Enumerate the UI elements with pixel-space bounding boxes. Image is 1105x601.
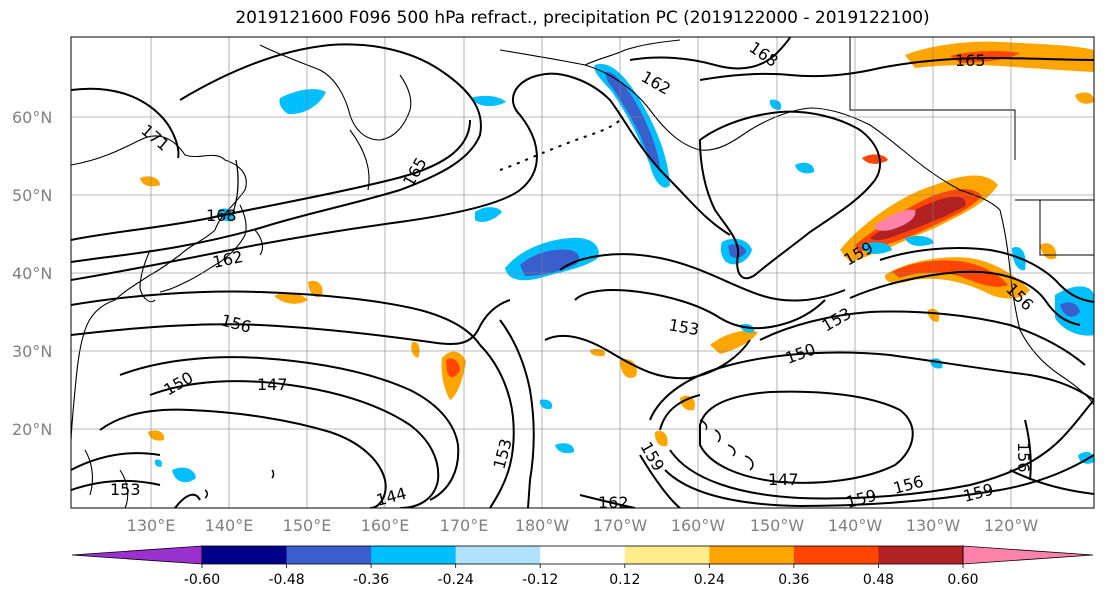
y-tick-60N: 60°N [12, 108, 52, 127]
colorbar-label: 0.24 [694, 572, 725, 588]
y-tick-20N: 20°N [12, 420, 52, 439]
colorbar-label: 0.48 [863, 572, 894, 588]
y-tick-40N: 40°N [12, 264, 52, 283]
contour-label-168: 168 [206, 206, 237, 225]
contour-label-156-far: 156 [1014, 442, 1033, 473]
refractivity-contours [71, 37, 1094, 508]
x-tick-150E: 150°E [283, 516, 332, 535]
x-tick-180W: 180°W [515, 516, 570, 535]
contour-label-153-sw: 153 [110, 480, 141, 499]
map-title: 2019121600 F096 500 hPa refract., precip… [235, 8, 930, 28]
colorbar-segment [202, 546, 288, 564]
x-tick-160E: 160°E [361, 516, 410, 535]
colorbar-segment [455, 546, 541, 564]
colorbar-frame [201, 545, 964, 565]
colorbar-segment [878, 546, 964, 564]
colorbar: -0.60 -0.48 -0.36 -0.24 -0.12 0.12 0.24 0.36 0.4… [71, 545, 1094, 588]
map-area: 171 168 168 165 165 162 162 162 159 159 … [71, 37, 1094, 512]
colorbar-label: 0.36 [778, 572, 809, 588]
contour-label-147-east: 147 [768, 470, 799, 489]
contour-label-147: 147 [257, 375, 288, 394]
contour-label-162-south: 162 [598, 493, 629, 512]
y-tick-30N: 30°N [12, 342, 52, 361]
contour-label-159-se: 159 [844, 486, 878, 512]
y-tick-50N: 50°N [12, 186, 52, 205]
colorbar-label: 0.12 [609, 572, 640, 588]
colorbar-segment [624, 546, 710, 564]
y-axis-labels: 60°N 50°N 40°N 30°N 20°N [12, 108, 52, 439]
colorbar-label: -0.24 [438, 572, 474, 588]
colorbar-segment [286, 546, 372, 564]
x-tick-150W: 150°W [750, 516, 805, 535]
colorbar-segment [540, 546, 626, 564]
map-frame [70, 36, 1095, 509]
colorbar-label: -0.36 [353, 572, 389, 588]
colorbar-label: -0.60 [184, 572, 220, 588]
x-axis-labels: 130°E 140°E 150°E 160°E 170°E 180°W 170°… [127, 516, 1039, 535]
colorbar-segment [371, 546, 457, 564]
colorbar-label: -0.12 [522, 572, 558, 588]
colorbar-extend-high [962, 545, 1094, 565]
colorbar-segment [793, 546, 879, 564]
graticule [71, 37, 1094, 508]
x-tick-160W: 160°W [671, 516, 726, 535]
colorbar-segment [709, 546, 795, 564]
colorbar-label: 0.60 [947, 572, 978, 588]
x-tick-140W: 140°W [828, 516, 883, 535]
x-tick-130E: 130°E [127, 516, 176, 535]
contour-label-165-east: 165 [955, 51, 986, 70]
x-tick-170E: 170°E [440, 516, 489, 535]
x-tick-130W: 130°W [906, 516, 961, 535]
colorbar-extend-low [71, 545, 203, 565]
x-tick-120W: 120°W [984, 516, 1039, 535]
colorbar-label: -0.48 [268, 572, 304, 588]
x-tick-140E: 140°E [205, 516, 254, 535]
x-tick-170W: 170°W [593, 516, 648, 535]
